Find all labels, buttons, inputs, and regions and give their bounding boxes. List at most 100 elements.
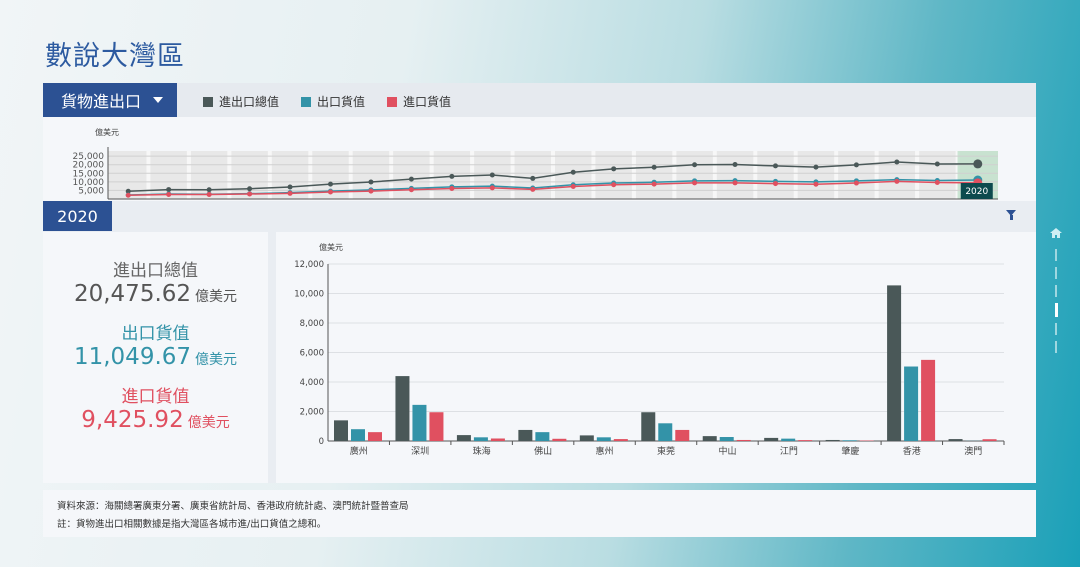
bar <box>798 440 813 441</box>
bar <box>887 285 902 441</box>
legend-export[interactable]: 出口貨值 <box>301 93 365 110</box>
data-point <box>530 186 536 192</box>
nav-dot[interactable] <box>1055 285 1057 297</box>
x-tick-label: 惠州 <box>596 445 614 457</box>
data-point <box>611 182 617 188</box>
bar <box>702 436 717 441</box>
band-separator <box>672 151 677 199</box>
trade-panel: 貨物進出口 進出口總值 出口貨值 進口貨值 5,000 10,000 15,000 2… <box>43 83 1036 483</box>
data-point <box>692 180 698 186</box>
data-point <box>853 180 859 186</box>
nav-dot[interactable] <box>1055 341 1057 353</box>
y-tick-label: 8,000 <box>300 319 324 329</box>
data-point <box>853 162 859 168</box>
data-point <box>894 159 900 165</box>
data-point <box>570 183 576 189</box>
nav-dot[interactable] <box>1055 249 1057 261</box>
data-point <box>934 180 940 186</box>
series-line <box>128 180 978 196</box>
bar <box>641 412 656 441</box>
data-point <box>328 181 333 187</box>
band-separator <box>146 151 151 199</box>
bar <box>412 404 427 441</box>
band-separator <box>348 151 353 199</box>
source-text: 資料來源：海關總署廣東分署、廣東省統計局、香港政府統計處、澳門統計暨普查局 <box>57 501 409 512</box>
data-point <box>973 159 983 169</box>
y-tick-label: 2,000 <box>300 408 324 418</box>
data-point <box>206 192 212 198</box>
bar <box>351 429 365 441</box>
band-separator <box>186 151 191 199</box>
nav-dot[interactable] <box>1055 267 1057 279</box>
data-point <box>408 176 414 182</box>
x-tick-label: 東莞 <box>657 445 675 457</box>
data-point <box>773 163 778 169</box>
year-bar: 2020 <box>43 201 1036 231</box>
band-separator <box>753 151 758 199</box>
selected-year-tab: 2020 <box>43 201 112 231</box>
data-point <box>530 175 536 181</box>
data-point <box>570 169 576 175</box>
bar <box>948 439 963 441</box>
data-point <box>287 190 293 196</box>
bar <box>596 437 611 441</box>
band-separator <box>874 151 879 199</box>
bar <box>518 429 533 441</box>
band-separator <box>712 151 717 199</box>
series-line <box>128 161 978 193</box>
city-bar-chart: 億美元 0 2,000 4,000 6,000 8,000 10,000 12,000 廣州 深圳… <box>276 232 1036 483</box>
home-icon[interactable] <box>1050 227 1062 239</box>
legend-label: 出口貨值 <box>317 95 366 109</box>
timeline-chart[interactable]: 5,000 10,000 15,000 20,000 25,000 億美元 2020 <box>43 117 1036 201</box>
bar <box>473 437 488 441</box>
x-tick-label: 珠海 <box>473 445 491 457</box>
bar <box>921 359 936 441</box>
data-point <box>368 179 374 185</box>
data-point <box>813 181 819 187</box>
bar <box>579 435 594 441</box>
data-point <box>651 181 657 187</box>
y-tick-label: 4,000 <box>300 378 324 388</box>
x-tick-label: 中山 <box>718 445 736 457</box>
y-tick-label: 20,000 <box>73 161 105 171</box>
data-point <box>611 166 617 172</box>
band-separator <box>793 151 798 199</box>
category-dropdown[interactable]: 貨物進出口 <box>43 83 177 117</box>
band-separator <box>915 151 920 199</box>
band-separator <box>308 151 313 199</box>
legend-import[interactable]: 進口貨值 <box>387 93 451 110</box>
x-tick-label: 廣州 <box>350 445 368 457</box>
x-tick-label: 深圳 <box>411 446 429 457</box>
bar <box>982 439 997 441</box>
bar <box>456 435 471 441</box>
bar <box>719 437 734 441</box>
filter-icon[interactable] <box>1006 210 1016 220</box>
data-point <box>247 191 253 197</box>
data-point <box>328 189 333 195</box>
total-label: 進出口總值 <box>113 261 198 281</box>
data-point <box>166 192 172 198</box>
nav-dot[interactable] <box>1055 323 1057 335</box>
band-separator <box>429 151 434 199</box>
data-point <box>125 192 131 198</box>
nav-dot-active[interactable] <box>1054 303 1058 317</box>
data-point <box>773 181 778 187</box>
legend-total[interactable]: 進出口總值 <box>203 93 279 110</box>
y-tick-label: 6,000 <box>300 349 324 359</box>
data-point <box>651 164 657 170</box>
data-point <box>692 162 698 168</box>
bar <box>613 439 628 441</box>
export-label: 出口貨值 <box>121 324 190 344</box>
data-point <box>489 172 495 178</box>
data-point <box>287 184 293 190</box>
y-tick-label: 25,000 <box>73 152 105 162</box>
page-title: 數說大灣區 <box>45 41 185 72</box>
bar <box>904 366 919 441</box>
band-separator <box>510 151 515 199</box>
data-point <box>449 173 455 179</box>
panel-header: 貨物進出口 進出口總值 出口貨值 進口貨值 <box>43 83 1036 117</box>
dropdown-label: 貨物進出口 <box>61 92 142 111</box>
bar <box>395 376 410 441</box>
x-tick-label: 江門 <box>780 446 798 457</box>
bar <box>490 438 505 441</box>
